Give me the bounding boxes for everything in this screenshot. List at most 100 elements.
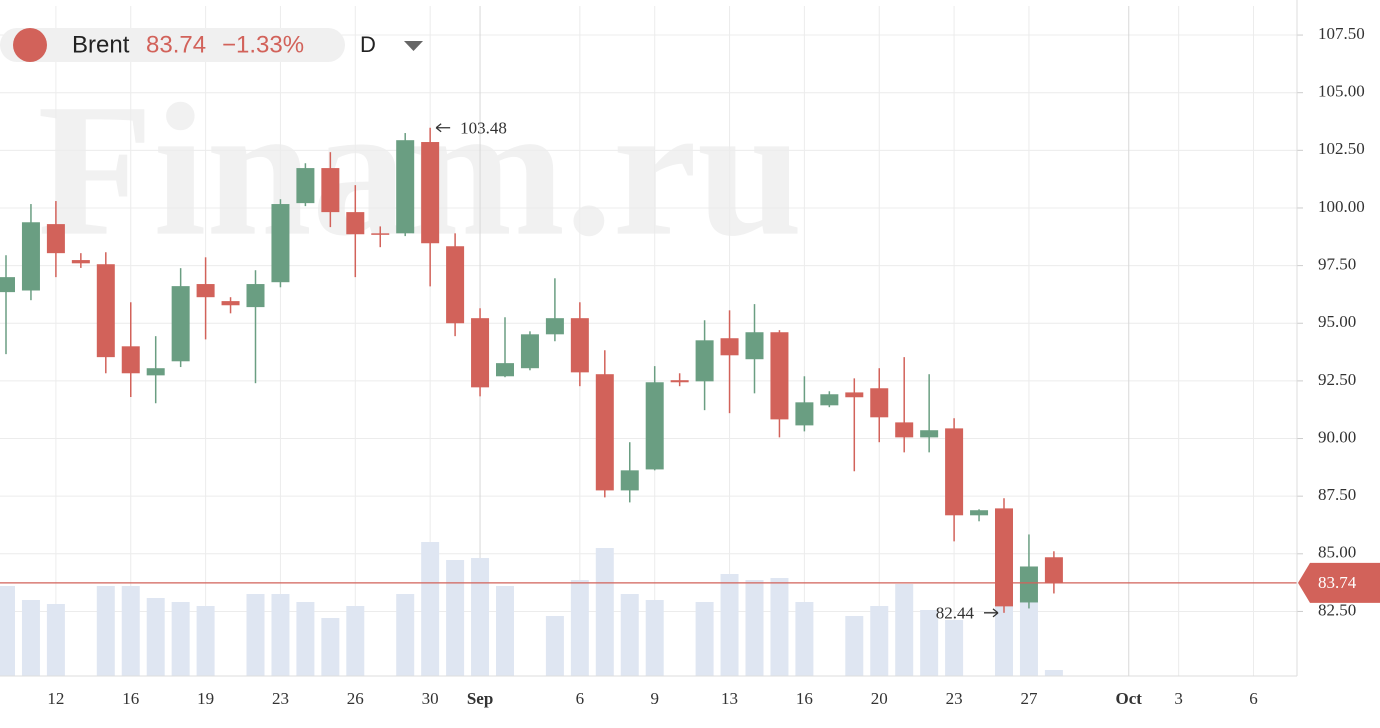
candle-body — [1044, 557, 1063, 583]
candle-body — [770, 332, 789, 420]
candle-body — [321, 168, 340, 213]
volume-bar — [121, 586, 140, 676]
interval[interactable]: D — [360, 32, 376, 57]
candle-body — [945, 428, 964, 516]
y-tick-label: 92.50 — [1318, 370, 1356, 389]
volume-bar — [720, 574, 739, 676]
candle-body — [745, 332, 764, 360]
volume-bar — [446, 560, 465, 676]
candle-body — [0, 277, 15, 293]
candle-body — [920, 430, 939, 438]
candle-body — [71, 260, 90, 264]
y-tick-label: 97.50 — [1318, 255, 1356, 274]
instrument-pill[interactable] — [0, 28, 345, 62]
volume-bar — [945, 620, 964, 676]
volume-bar — [745, 580, 764, 676]
volume-bar — [246, 594, 265, 676]
candle-body — [21, 222, 40, 291]
candle-body — [820, 394, 839, 406]
volume-bar — [870, 606, 889, 676]
x-tick-label: 23 — [946, 689, 963, 708]
volume-bar — [795, 602, 814, 676]
y-tick-label: 90.00 — [1318, 427, 1356, 446]
volume-bar — [396, 594, 415, 676]
volume-bar — [271, 594, 290, 676]
x-tick-label: 30 — [422, 689, 439, 708]
annotation-arrow — [984, 608, 999, 618]
volume-bar — [196, 606, 215, 676]
candle-body — [446, 246, 465, 324]
candle-body — [570, 318, 589, 373]
volume-bar — [1044, 670, 1063, 676]
volume-bar — [695, 602, 714, 676]
candle-body — [46, 224, 65, 254]
x-tick-label: 23 — [272, 689, 289, 708]
header-price: 83.74 — [146, 31, 206, 58]
candle-body — [471, 318, 490, 388]
volume-bar — [296, 602, 315, 676]
y-tick-label: 85.00 — [1318, 543, 1356, 562]
volume-bar — [471, 558, 490, 676]
interval-dropdown[interactable] — [404, 41, 423, 51]
volume-bar — [96, 586, 115, 676]
volume-bar — [895, 584, 914, 676]
candle-layer — [0, 127, 1063, 613]
volume-bar — [0, 586, 15, 676]
high-annotation: 103.48 — [460, 119, 507, 138]
instrument-name: Brent — [72, 31, 130, 58]
last-price-label: 83.74 — [1318, 573, 1357, 592]
candle-body — [221, 301, 240, 306]
candle-body — [371, 233, 390, 235]
x-tick-label: 19 — [197, 689, 214, 708]
volume-bar — [770, 578, 789, 676]
candle-body — [1019, 566, 1038, 603]
x-tick-label: 9 — [650, 689, 659, 708]
x-tick-label: 20 — [871, 689, 888, 708]
candle-body — [595, 374, 614, 491]
candle-body — [296, 168, 315, 204]
low-annotation: 82.44 — [936, 604, 975, 623]
volume-bar — [496, 586, 514, 676]
x-tick-label: 26 — [347, 689, 364, 708]
volume-bar — [570, 580, 589, 676]
volume-bar — [845, 616, 864, 676]
y-tick-label: 82.50 — [1318, 600, 1356, 619]
candle-body — [870, 388, 889, 418]
candle-body — [670, 380, 689, 383]
y-tick-label: 102.50 — [1318, 139, 1365, 158]
candle-body — [96, 264, 115, 358]
y-tick-label: 107.50 — [1318, 24, 1365, 43]
candle-body — [346, 212, 365, 235]
candle-body — [171, 286, 190, 362]
volume-bar — [146, 598, 165, 676]
candle-body — [146, 368, 165, 376]
volume-bar — [995, 596, 1013, 676]
candle-body — [995, 508, 1013, 607]
overlay-layer: 83.74 103.48 82.44 — [0, 119, 1380, 623]
candle-body — [620, 470, 639, 491]
x-tick-label: 16 — [122, 689, 139, 708]
x-tick-label: 12 — [47, 689, 64, 708]
candle-body — [396, 140, 415, 234]
volume-bar — [421, 542, 440, 676]
x-tick-label: 13 — [721, 689, 738, 708]
candle-body — [496, 363, 514, 377]
candle-body — [271, 204, 290, 283]
volume-bar — [321, 618, 340, 676]
watermark: Finam.ru — [37, 66, 802, 276]
candle-body — [421, 142, 440, 244]
volume-bar — [545, 616, 564, 676]
volume-bar — [1019, 598, 1038, 676]
x-tick-label: Sep — [467, 689, 493, 708]
annotation-arrow — [435, 123, 451, 133]
volume-bar — [46, 604, 65, 676]
candle-body — [695, 340, 714, 382]
y-tick-label: 100.00 — [1318, 197, 1365, 216]
last-price-tag — [1298, 562, 1380, 603]
y-tick-label: 95.00 — [1318, 312, 1356, 331]
volume-layer — [0, 542, 1063, 676]
x-tick-label: 27 — [1020, 689, 1038, 708]
candle-body — [121, 346, 140, 374]
